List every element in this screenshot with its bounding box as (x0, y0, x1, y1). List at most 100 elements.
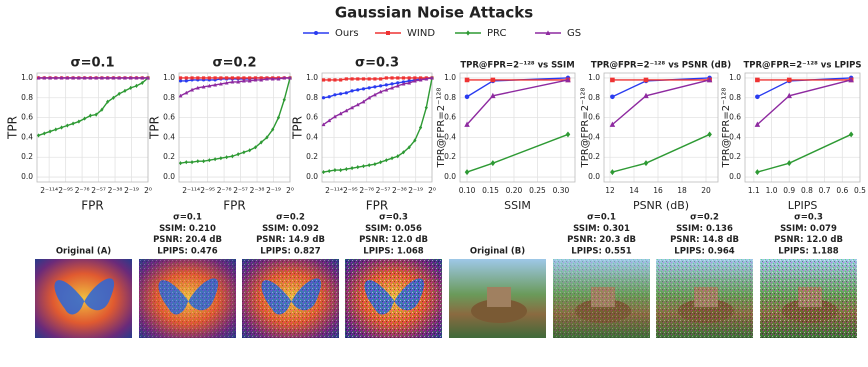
image-caption: PSNR: 12.0 dB (774, 235, 843, 245)
data-point (59, 125, 64, 130)
y-tick-label: 0.8 (163, 93, 175, 102)
legend-label: PRC (487, 28, 506, 39)
data-point (327, 95, 331, 99)
data-point (401, 81, 406, 86)
data-point (344, 167, 348, 172)
image-caption: SSIM: 0.210 (159, 224, 216, 234)
data-point (282, 75, 287, 80)
data-point (344, 91, 348, 95)
y-tick-label: 0.4 (588, 132, 600, 141)
y-tick-label: 0.2 (163, 152, 175, 161)
data-point (339, 78, 343, 82)
data-point (344, 108, 349, 113)
data-point (201, 159, 206, 164)
y-tick-label: 0.4 (163, 132, 175, 141)
data-point (412, 78, 417, 83)
x-tick-label: 20 (701, 186, 711, 195)
data-point (230, 154, 234, 159)
data-point (140, 80, 144, 85)
data-point (361, 164, 366, 169)
image (35, 259, 132, 338)
image-caption: σ=0.1 (173, 213, 202, 223)
x-tick-label: 2⁰ (286, 186, 294, 195)
data-point (213, 82, 218, 87)
data-point (464, 121, 470, 127)
data-point (396, 76, 400, 80)
data-point (321, 122, 326, 127)
data-point (225, 155, 229, 160)
x-tick-label: 2⁻⁹⁵ (58, 186, 73, 195)
image-noise (760, 259, 857, 338)
data-point (111, 95, 116, 100)
data-point (99, 75, 104, 80)
data-point (270, 76, 275, 81)
data-point (413, 76, 417, 80)
y-tick-label: 0.8 (444, 93, 456, 102)
y-tick-label: 0.0 (444, 172, 456, 181)
y-axis-label: TPR@FPR=2⁻¹²⁸ (580, 88, 591, 169)
data-point (178, 76, 183, 80)
x-tick-label: 2⁻⁵⁷ (91, 186, 106, 195)
data-point (848, 76, 854, 83)
data-point (407, 76, 411, 80)
image-caption: σ=0.3 (379, 213, 408, 223)
x-axis-label: LPIPS (788, 199, 818, 212)
x-axis-label: FPR (81, 199, 103, 213)
x-tick-label: 0.7 (819, 186, 831, 195)
y-tick-label: 0.6 (21, 113, 33, 122)
image-caption: Original (B) (470, 247, 525, 257)
image-caption: σ=0.3 (794, 213, 823, 223)
data-point (338, 111, 343, 116)
x-tick-label: 18 (677, 186, 687, 195)
data-point (361, 87, 366, 91)
image-caption: SSIM: 0.301 (573, 224, 630, 234)
data-point (327, 169, 331, 174)
data-point (195, 85, 200, 90)
image-caption: LPIPS: 0.476 (157, 247, 217, 257)
data-point (418, 125, 423, 130)
data-point (384, 158, 388, 163)
data-point (373, 77, 377, 81)
y-tick-label: 0.0 (306, 172, 318, 181)
data-point (367, 163, 371, 168)
data-point (71, 121, 75, 126)
data-point (390, 85, 394, 90)
data-point (48, 129, 52, 134)
data-point (356, 77, 360, 81)
image-noise (656, 259, 753, 338)
x-tick-label: 2⁻⁷⁶ (359, 186, 374, 195)
chart-title: TPR@FPR=2⁻¹²⁸ vs SSIM (460, 61, 574, 71)
data-point (247, 78, 252, 83)
y-tick-label: 0.6 (588, 113, 600, 122)
x-tick-label: 0.20 (506, 186, 523, 195)
data-point (384, 76, 388, 80)
y-tick-label: 0.8 (729, 93, 741, 102)
y-tick-label: 1.0 (444, 73, 456, 82)
data-point (190, 160, 194, 165)
data-point (48, 75, 52, 80)
data-point (464, 94, 470, 100)
data-point (129, 85, 133, 90)
legend-marker (545, 30, 551, 35)
data-point (224, 80, 229, 85)
y-tick-label: 0.2 (306, 152, 318, 161)
data-point (94, 112, 98, 117)
x-tick-label: 2⁻¹⁹ (408, 186, 423, 195)
x-tick-label: 2⁻¹⁹ (124, 186, 139, 195)
data-point (106, 99, 110, 104)
data-point (184, 76, 188, 80)
data-point (230, 79, 235, 84)
image-noise (139, 259, 236, 338)
y-tick-label: 0.4 (444, 132, 456, 141)
data-point (333, 114, 337, 119)
x-tick-label: 0.9 (783, 186, 795, 195)
y-tick-label: 0.2 (444, 152, 456, 161)
data-point (82, 75, 87, 80)
y-tick-label: 0.2 (21, 152, 33, 161)
data-point (464, 169, 470, 176)
y-tick-label: 0.4 (729, 132, 741, 141)
x-tick-label: 0.30 (553, 186, 570, 195)
data-point (610, 94, 615, 100)
data-point (344, 77, 348, 81)
data-point (401, 76, 406, 80)
